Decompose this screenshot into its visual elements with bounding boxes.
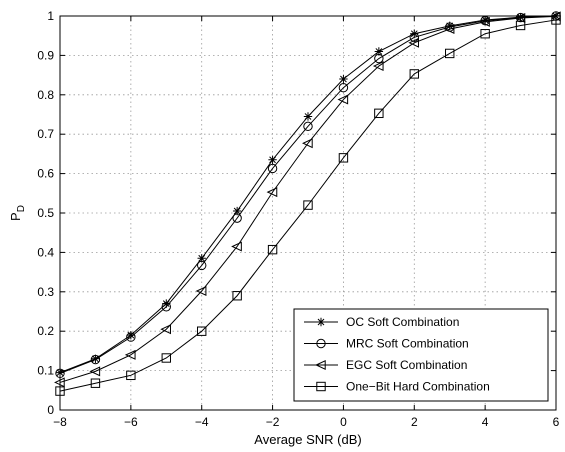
- series-line: [59, 15, 557, 383]
- y-axis-label-subscript: D: [16, 205, 27, 212]
- legend-marker-square: [316, 381, 326, 392]
- legend-label: OC Soft Combination: [346, 315, 459, 329]
- data-point-square: [232, 291, 242, 301]
- data-point-triangle-left: [266, 187, 278, 198]
- data-point-star: [91, 354, 100, 363]
- data-point-star: [339, 74, 348, 84]
- y-tick-label: 0.1: [37, 364, 54, 378]
- legend-marker-circle: [316, 338, 326, 349]
- data-point-square: [480, 29, 490, 39]
- series-line: [59, 19, 557, 392]
- data-point-star: [303, 112, 313, 121]
- data-point-star: [126, 330, 136, 340]
- data-point-circle: [338, 83, 349, 93]
- series-line: [59, 15, 557, 374]
- tick-marks: [59, 15, 557, 411]
- legend-item: MRC Soft Combination: [304, 337, 469, 351]
- data-point-circle: [374, 53, 384, 64]
- data-point-triangle-left: [302, 138, 313, 149]
- y-tick-label: 0.5: [37, 206, 54, 220]
- y-tick-label: 1: [47, 9, 54, 23]
- data-point-circle: [161, 302, 171, 312]
- data-point-star: [410, 29, 419, 38]
- x-tick-label: −2: [266, 415, 280, 429]
- data-point-square: [303, 200, 313, 210]
- data-point-triangle-left: [231, 241, 242, 252]
- data-point-circle: [197, 260, 207, 271]
- x-axis-label: Average SNR (dB): [254, 432, 361, 447]
- data-point-triangle-left: [372, 61, 384, 72]
- data-point-square: [374, 108, 384, 119]
- data-point-circle: [409, 32, 419, 42]
- y-axis-label-main: P: [8, 212, 23, 221]
- data-point-star: [232, 206, 242, 216]
- data-point-square: [445, 48, 455, 59]
- data-point-triangle-left: [408, 37, 419, 48]
- data-point-triangle-left: [89, 366, 101, 377]
- data-point-square: [338, 153, 349, 163]
- y-tick-label: 0.3: [37, 285, 54, 299]
- data-point-square: [161, 353, 171, 363]
- legend-box: [293, 308, 549, 402]
- data-point-triangle-left: [195, 286, 207, 296]
- y-tick-label: 0.9: [37, 48, 54, 62]
- data-point-star: [268, 155, 277, 165]
- x-tick-label: 2: [411, 415, 418, 429]
- y-tick-label: 0.6: [37, 167, 54, 181]
- data-point-triangle-left: [443, 24, 455, 34]
- series-square: [55, 15, 561, 396]
- legend-label: One−Bit Hard Combination: [346, 380, 490, 394]
- data-point-triangle-left: [124, 349, 136, 360]
- y-axis-label: PD: [8, 205, 27, 221]
- y-tick-label: 0.2: [37, 324, 54, 338]
- data-point-square: [267, 244, 278, 255]
- tick-labels: −8 −6 −4 −2 0 2 4 6 0 0.1 0.2 0.3 0.4 0.5 0.6 0.7 0.8 0.9…: [37, 9, 559, 429]
- y-tick-label: 0: [47, 403, 54, 417]
- legend-marker-triangle-left: [315, 360, 326, 370]
- legend-item: EGC Soft Combination: [304, 358, 467, 372]
- y-tick-label: 0.4: [37, 245, 54, 259]
- x-tick-label: −8: [53, 415, 67, 429]
- legend: OC Soft Combination MRC Soft Combination E…: [293, 308, 549, 402]
- data-point-circle: [126, 332, 136, 342]
- data-point-star: [374, 47, 384, 56]
- data-point-star: [197, 254, 206, 263]
- data-point-square: [409, 69, 419, 79]
- data-point-square: [126, 370, 136, 381]
- legend-label: MRC Soft Combination: [346, 337, 469, 351]
- y-tick-label: 0.7: [37, 127, 54, 141]
- x-tick-label: 4: [482, 415, 489, 429]
- data-point-square: [515, 20, 526, 31]
- data-point-circle: [90, 354, 101, 365]
- data-point-square: [90, 378, 101, 388]
- data-point-star: [445, 21, 454, 31]
- data-point-circle: [232, 213, 242, 223]
- x-tick-label: 0: [340, 415, 347, 429]
- x-tick-label: −6: [124, 415, 138, 429]
- y-tick-label: 0.8: [37, 88, 54, 102]
- data-point-triangle-left: [337, 94, 349, 105]
- data-point-circle: [267, 163, 278, 174]
- data-point-square: [197, 326, 207, 336]
- data-point-circle: [303, 121, 313, 132]
- x-tick-label: −4: [195, 415, 209, 429]
- data-point-star: [162, 299, 171, 308]
- x-tick-label: 6: [553, 415, 560, 429]
- legend-marker-star: [316, 317, 326, 327]
- legend-label: EGC Soft Combination: [346, 358, 467, 372]
- legend-item: One−Bit Hard Combination: [304, 380, 490, 394]
- legend-item: OC Soft Combination: [304, 315, 459, 329]
- data-point-triangle-left: [160, 324, 171, 335]
